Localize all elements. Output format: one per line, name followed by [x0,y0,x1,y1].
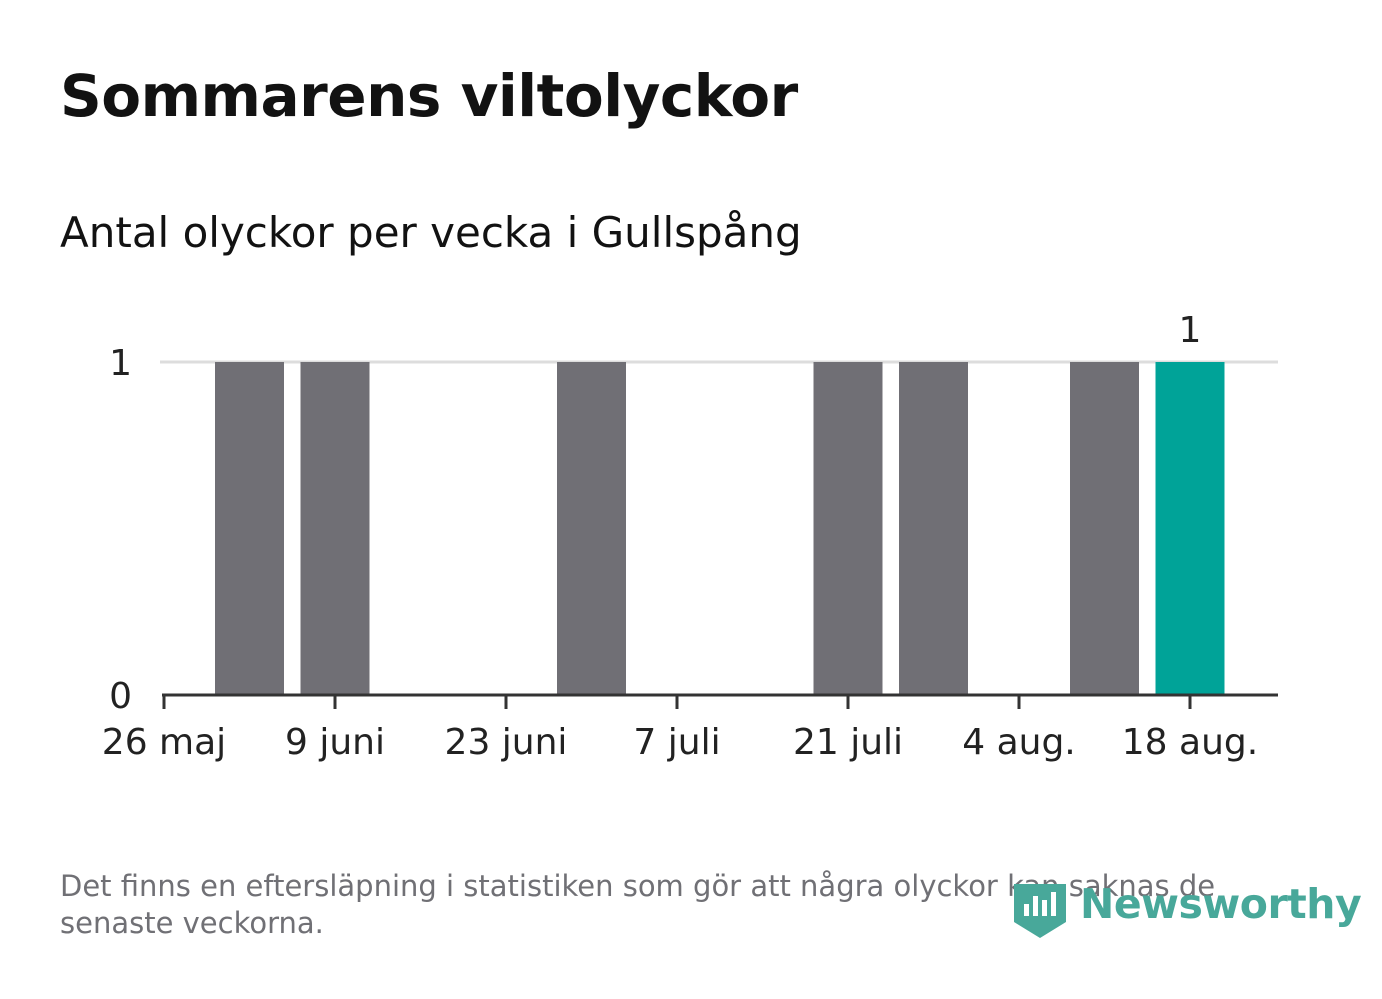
x-tick-label: 9 juni [285,722,385,763]
newsworthy-logo-icon [1014,884,1066,938]
y-tick-label: 1 [109,343,132,384]
bar [557,362,626,695]
bar [1070,362,1139,695]
chart-subtitle: Antal olyckor per vecka i Gullspång [60,208,802,257]
bar [899,362,968,695]
bar [1155,362,1225,695]
x-tick-label: 18 aug. [1122,722,1258,763]
brand-logo: Newsworthy [1010,876,1362,942]
x-tick-label: 7 juli [633,722,720,763]
x-tick-label: 21 juli [793,722,903,763]
x-tick-label: 26 maj [102,722,226,763]
data-label: 1 [1179,310,1202,351]
chart-title: Sommarens viltolyckor [60,62,798,130]
bar [215,362,284,695]
bar [813,362,883,695]
brand-name: Newsworthy [1080,880,1362,928]
y-tick-label: 0 [109,676,132,717]
bar [300,362,370,695]
x-tick-label: 23 juni [445,722,568,763]
x-tick-label: 4 aug. [962,722,1076,763]
